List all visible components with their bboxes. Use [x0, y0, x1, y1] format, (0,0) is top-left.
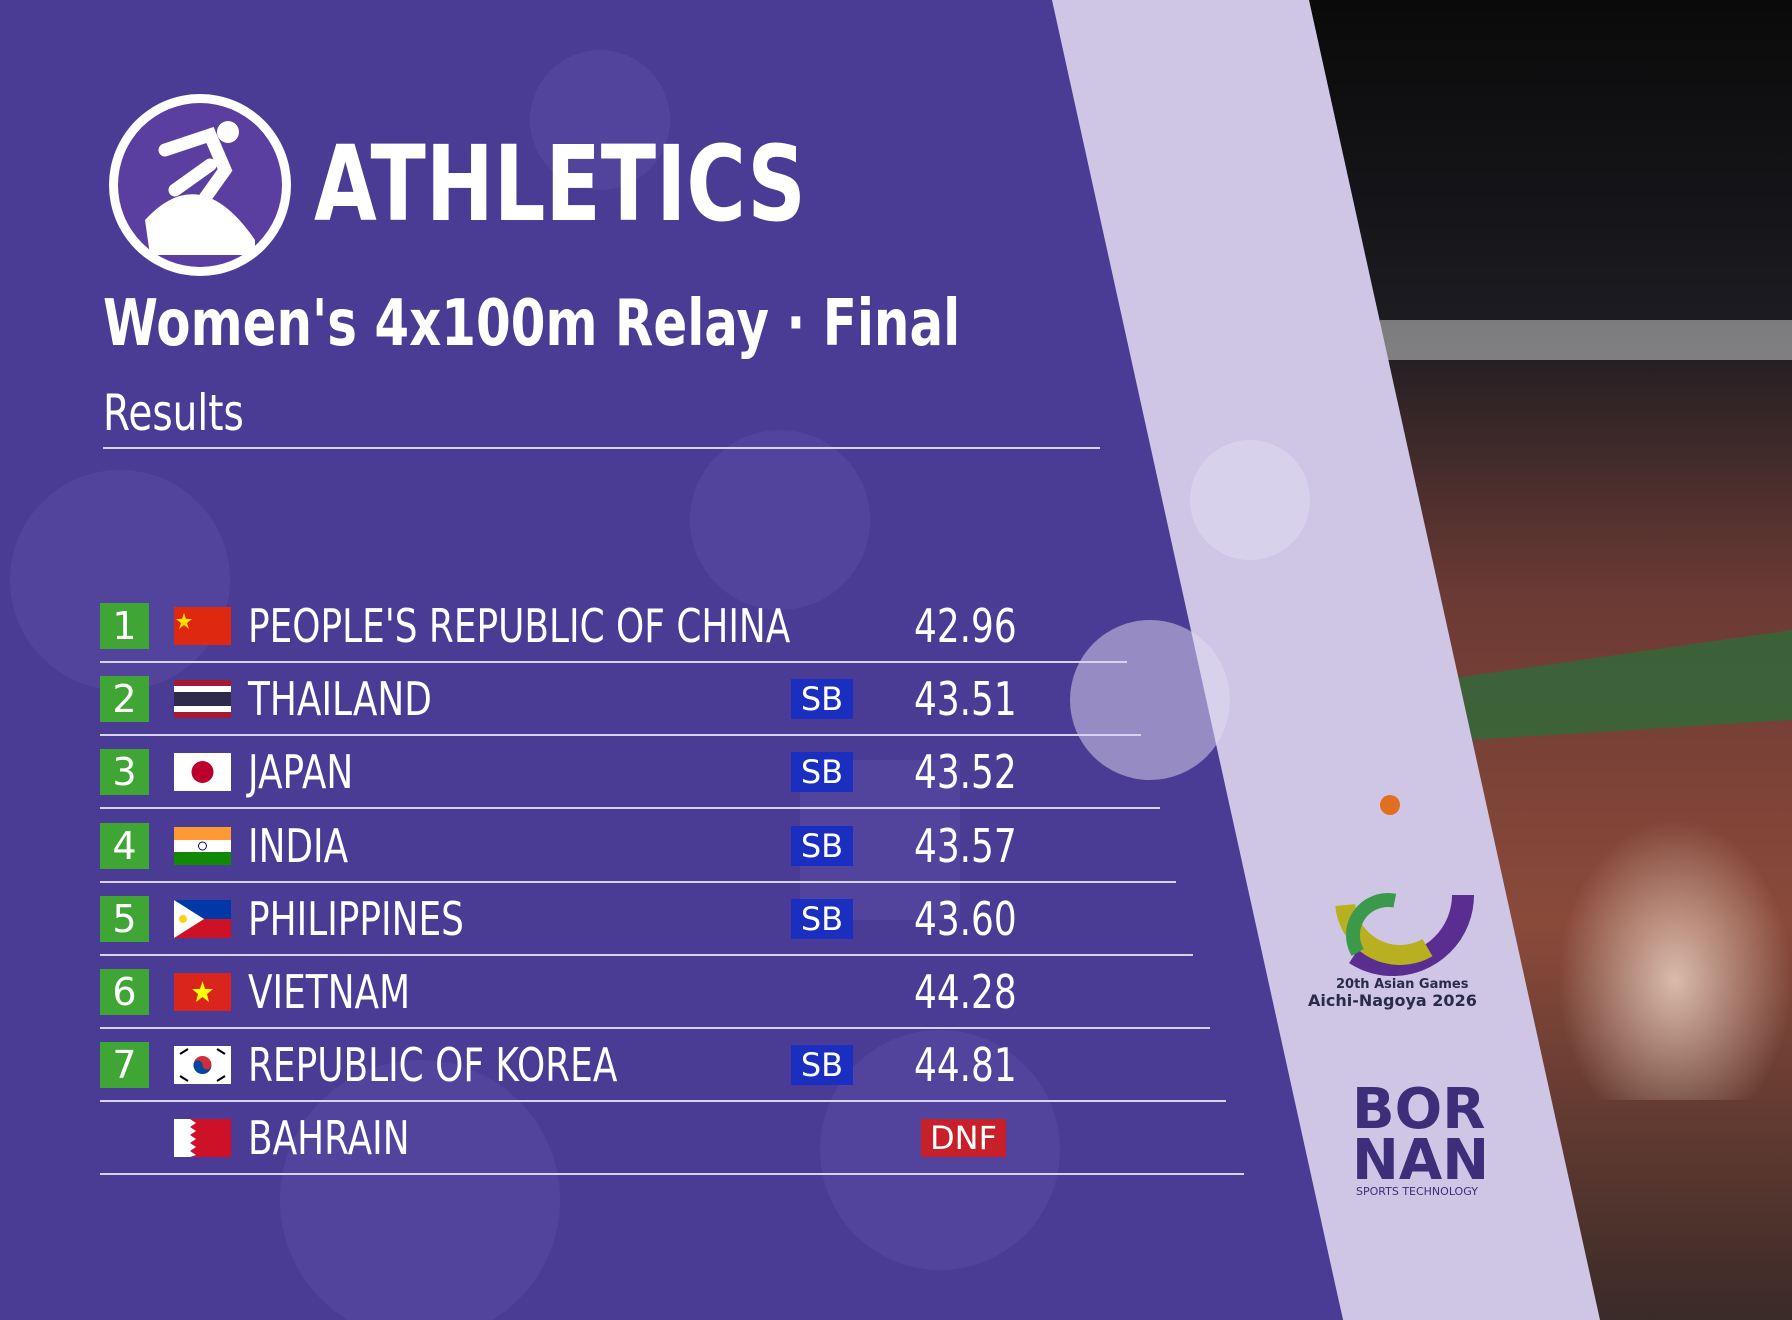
row-divider	[100, 1100, 1226, 1103]
result-time: 43.52	[914, 745, 1017, 800]
country-name: INDIA	[248, 818, 349, 873]
row-divider	[100, 734, 1141, 737]
flag	[174, 680, 231, 719]
country-name: PEOPLE'S REPUBLIC OF CHINA	[248, 599, 791, 653]
row-divider	[100, 1027, 1210, 1029]
sport-title: ATHLETICS	[314, 123, 806, 245]
record-badge: SB	[791, 898, 853, 939]
rank-badge: 7	[100, 1042, 149, 1089]
result-time: 43.60	[914, 891, 1017, 946]
result-time: 42.96	[914, 599, 1017, 653]
result-time: 44.28	[914, 965, 1017, 1019]
result-time: 44.81	[914, 1038, 1017, 1093]
rank-badge: 1	[100, 603, 149, 649]
record-badge: SB	[791, 679, 853, 720]
flag	[174, 973, 231, 1011]
record-badge: SB	[791, 752, 853, 793]
row-divider	[100, 807, 1160, 810]
rank-badge: 5	[100, 895, 149, 942]
subtitle: Results	[103, 384, 244, 442]
country-name: THAILAND	[248, 672, 432, 727]
country-name: JAPAN	[248, 745, 354, 800]
flag	[174, 899, 231, 938]
rank-badge: 4	[100, 822, 149, 869]
games-logo-line: Aichi-Nagoya 2026	[1308, 991, 1477, 1010]
country-name: REPUBLIC OF KOREA	[248, 1038, 618, 1093]
country-name: BAHRAIN	[248, 1111, 410, 1166]
row-divider	[100, 880, 1176, 883]
row-divider	[100, 661, 1127, 663]
games-logo-line: 20th Asian Games	[1336, 977, 1469, 992]
country-name: PHILIPPINES	[248, 891, 464, 946]
row-divider	[100, 1173, 1244, 1176]
sponsor-tagline: SPORTS TECHNOLOGY	[1356, 1185, 1478, 1198]
result-time: 43.57	[914, 818, 1017, 873]
rank-badge: 3	[100, 749, 149, 796]
record-badge: SB	[791, 825, 853, 866]
sponsor-logo: NAN	[1352, 1128, 1490, 1193]
result-time: 43.51	[914, 672, 1017, 727]
flag	[174, 1046, 231, 1085]
rank-badge: 6	[100, 969, 149, 1015]
country-name: VIETNAM	[248, 965, 411, 1019]
result-status: DNF	[921, 1119, 1006, 1158]
sponsor-logo: BOR	[1352, 1077, 1486, 1142]
flag	[174, 607, 231, 645]
flag	[174, 826, 231, 865]
rank-badge: 2	[100, 676, 149, 723]
row-divider	[100, 953, 1193, 956]
record-badge: SB	[791, 1045, 853, 1086]
flag	[174, 753, 231, 792]
event-title: Women's 4x100m Relay · Final	[103, 287, 961, 361]
flag	[174, 1119, 231, 1158]
